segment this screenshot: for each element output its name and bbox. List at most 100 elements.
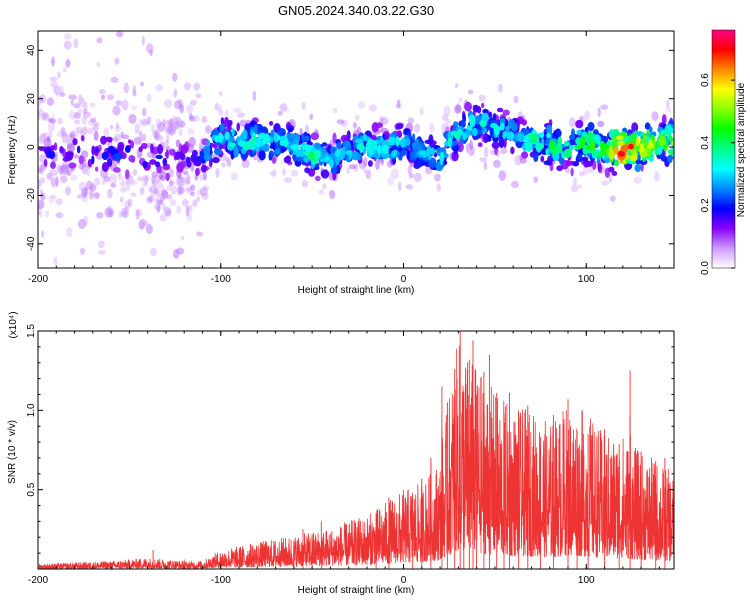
heatmap-cell [325,155,330,161]
heatmap-cell [580,138,586,148]
heatmap-cell [74,154,79,159]
heatmap-cell [212,157,220,164]
heatmap-cell [173,116,182,122]
heatmap-cell [157,144,164,155]
heatmap-cell [218,107,223,117]
heatmap-cell [397,181,402,192]
heatmap-cell [269,121,274,126]
heatmap-cell [334,150,341,158]
y-tick-label: 40 [26,44,37,56]
heatmap-cell [157,121,166,132]
heatmap-cell [195,167,200,177]
heatmap-cell [151,23,159,30]
heatmap-cell [110,183,117,188]
heatmap-cell [533,176,539,183]
heatmap-cell [155,84,164,92]
heatmap-cell [671,140,674,146]
heatmap-cell [467,89,474,95]
heatmap-cell [119,181,128,186]
y-tick-label: 1.5 [26,324,37,338]
heatmap-cell [407,117,415,125]
heatmap-cell [156,204,161,213]
heatmap-cell [589,141,596,151]
heatmap-cell [227,121,232,128]
snr-panel: -200 -100 0 100 0.5 1.0 1.5 (x10⁴) Height of s… [7,311,675,596]
heatmap-cell [502,109,510,116]
heatmap-cell [55,176,59,187]
heatmap-cell [443,105,451,117]
heatmap-cell [53,256,58,266]
heatmap-cell [154,130,159,140]
heatmap-cell [49,118,56,124]
x-tick-label: 100 [578,575,595,586]
page-title: GN05.2024.340.03.22.G30 [278,3,434,18]
colorbar-tick-label: 0.6 [700,73,711,87]
heatmap-cell [98,240,105,249]
heatmap-cell [576,152,583,163]
heatmap-cell [165,172,170,182]
heatmap-cell [117,145,124,152]
heatmap-cell [344,149,353,156]
heatmap-cell [214,102,219,111]
heatmap-cell [66,143,75,153]
heatmap-cell [244,141,252,150]
heatmap-cell [94,121,100,127]
heatmap-cell [116,31,124,38]
heatmap-cell [608,145,613,153]
heatmap-cell [94,16,98,21]
heatmap-cell [473,104,480,113]
y-tick-label: 0 [26,144,37,150]
heatmap-cell [320,169,330,179]
heatmap-cell [154,188,158,195]
heatmap-cell [614,159,620,167]
heatmap-cell [513,95,519,104]
heatmap-cell [427,154,432,161]
heatmap-cell [291,169,299,177]
heatmap-cell [648,138,653,145]
heatmap-cell [70,99,74,106]
heatmap-cell [600,141,606,151]
heatmap-cell [587,131,595,139]
heatmap-cell [221,162,226,168]
heatmap-cell [336,142,342,150]
heatmap-cell [644,122,651,130]
heatmap-cell [206,139,211,148]
heatmap-cell [359,142,364,152]
heatmap-cell [101,151,109,161]
heatmap-cell [105,136,113,142]
heatmap-cell [631,122,639,133]
heatmap-cell [180,144,188,155]
heatmap-cell [134,136,143,145]
heatmap-cell [578,171,585,177]
heatmap-cell [505,125,510,132]
colorbar-label: Normalized spectral amplitude [736,82,747,217]
heatmap-cell [68,110,77,120]
heatmap-cell [89,102,96,108]
heatmap-cell [282,167,286,176]
heatmap-cell [414,172,422,183]
heatmap-cell [237,112,245,118]
heatmap-cell [151,171,159,178]
heatmap-cell [469,140,474,150]
heatmap-cell [200,164,207,173]
heatmap-cell [521,151,529,159]
heatmap-cell [419,107,424,116]
x-tick-label: -200 [28,274,48,285]
heatmap-cell [540,155,545,163]
heatmap-cell [269,170,277,177]
x-tick-label: 0 [401,274,407,285]
heatmap-cell [112,136,119,142]
heatmap-cell [600,135,609,143]
heatmap-cell [300,148,305,158]
heatmap-cell [478,94,486,102]
heatmap-cell [103,127,110,138]
heatmap-cell [498,83,503,93]
heatmap-cell [179,104,185,114]
heatmap-cell [132,169,138,176]
heatmap-cell [663,143,668,152]
heatmap-cell [633,176,642,184]
heatmap-cell [290,144,299,150]
heatmap-cell [127,139,132,144]
heatmap-cell [161,189,169,200]
